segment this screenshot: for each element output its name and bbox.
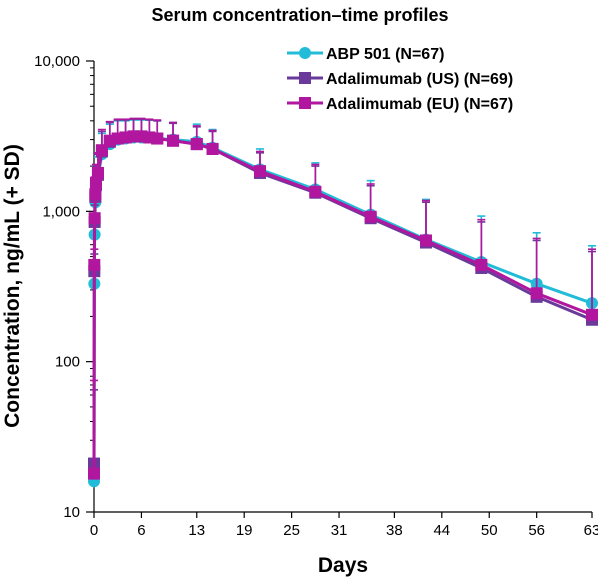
data-point (127, 130, 140, 143)
x-tick-label: 25 (283, 522, 300, 539)
x-tick-label: 44 (433, 522, 450, 539)
x-tick-label: 56 (528, 522, 545, 539)
data-point (364, 210, 377, 223)
chart-title: Serum concentration–time profiles (151, 5, 448, 25)
legend-label-adalimumab-eu: Adalimumab (EU) (N=67) (326, 96, 513, 113)
legend-label-abp501: ABP 501 (N=67) (326, 46, 444, 63)
series-line (92, 134, 593, 474)
y-tick-label: 10,000 (34, 53, 80, 70)
series-layer (88, 117, 598, 488)
x-tick-label: 19 (236, 522, 253, 539)
y-tick-label: 1,000 (42, 203, 80, 220)
legend-marker-adalimumab-eu (299, 97, 311, 109)
data-point (475, 258, 488, 271)
series-2 (88, 117, 598, 480)
y-tick-label: 100 (55, 354, 80, 371)
x-tick-label: 13 (188, 522, 205, 539)
x-axis-title: Days (318, 554, 368, 577)
data-point (206, 142, 219, 155)
x-tick-label: 38 (386, 522, 403, 539)
y-axis-ticks: 10 100 1,000 10,000 (34, 53, 94, 521)
y-tick-label: 10 (63, 504, 80, 521)
series-1 (88, 118, 598, 470)
legend-item-adalimumab-eu: Adalimumab (EU) (N=67) (287, 96, 513, 113)
data-point (309, 185, 322, 198)
series-0 (88, 119, 598, 488)
legend-marker-abp501 (299, 47, 311, 59)
data-point (190, 138, 203, 151)
data-point (167, 134, 180, 147)
data-point (88, 258, 101, 271)
x-tick-label: 50 (481, 522, 498, 539)
legend-label-adalimumab-us: Adalimumab (US) (N=69) (326, 71, 513, 88)
data-point (420, 234, 432, 247)
y-axis-title: Concentration, ng/mL (+ SD) (1, 144, 24, 428)
data-point (88, 467, 100, 480)
legend: ABP 501 (N=67) Adalimumab (US) (N=69) Ad… (287, 46, 513, 113)
x-axis-ticks: 0 6 13 19 25 31 38 44 50 56 63 (90, 512, 598, 539)
data-point (586, 308, 598, 321)
x-tick-label: 0 (90, 522, 98, 539)
data-point (151, 132, 164, 145)
data-point (88, 212, 101, 225)
series-line (92, 136, 593, 482)
data-point (89, 188, 102, 201)
series-line (92, 134, 593, 464)
data-point (530, 287, 543, 300)
legend-item-adalimumab-us: Adalimumab (US) (N=69) (287, 71, 513, 88)
x-tick-label: 6 (137, 522, 145, 539)
x-tick-label: 63 (584, 522, 598, 539)
x-tick-label: 31 (331, 522, 348, 539)
data-point (91, 166, 104, 179)
legend-marker-adalimumab-us (299, 72, 311, 84)
data-point (89, 176, 102, 189)
data-point (95, 144, 108, 157)
data-point (254, 165, 266, 178)
legend-item-abp501: ABP 501 (N=67) (287, 46, 444, 63)
